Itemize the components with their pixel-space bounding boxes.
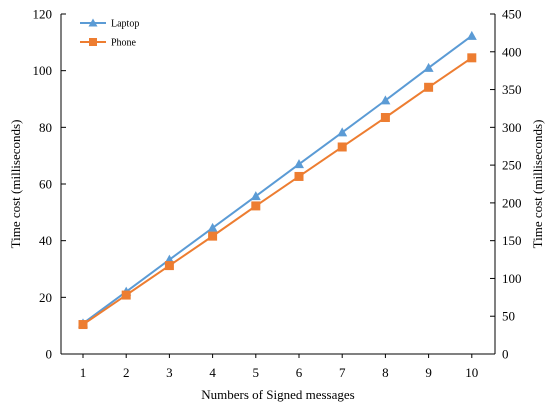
x-tick-label: 1 — [80, 365, 87, 380]
data-point-phone — [121, 290, 131, 300]
data-point-phone — [78, 320, 88, 330]
legend-marker-phone — [89, 38, 97, 46]
data-point-laptop — [294, 159, 304, 169]
x-tick-label: 10 — [465, 365, 478, 380]
data-point-laptop — [466, 30, 477, 40]
left-y-ticks: 0 20 40 60 80 100 120 — [33, 7, 66, 362]
right-y-tick-label: 400 — [502, 44, 522, 59]
data-point-phone — [380, 113, 390, 123]
right-y-axis-title: Time cost (milliseconds) — [530, 120, 545, 249]
right-y-tick-label: 300 — [502, 120, 522, 135]
series-laptop — [78, 30, 477, 328]
series-line-phone — [82, 56, 473, 326]
legend-label-phone: Phone — [111, 38, 137, 49]
x-tick-label: 4 — [209, 365, 216, 380]
right-y-tick-label: 0 — [502, 347, 509, 362]
right-y-tick-label: 50 — [502, 309, 515, 324]
data-point-phone — [164, 261, 174, 271]
x-tick-label: 8 — [382, 365, 389, 380]
left-y-tick-label: 120 — [33, 7, 53, 22]
legend-item-phone: Phone — [80, 38, 137, 49]
left-y-tick-label: 100 — [33, 63, 53, 78]
left-y-tick-label: 0 — [46, 347, 53, 362]
data-point-laptop — [380, 95, 391, 105]
x-tick-label: 7 — [339, 365, 346, 380]
right-y-tick-label: 250 — [502, 158, 522, 173]
axes — [60, 14, 496, 355]
right-y-tick-label: 150 — [502, 233, 522, 248]
right-y-tick-label: 350 — [502, 82, 522, 97]
left-y-tick-label: 80 — [39, 120, 52, 135]
data-point-laptop — [207, 222, 218, 232]
left-y-tick-label: 20 — [39, 290, 52, 305]
x-tick-label: 3 — [166, 365, 173, 380]
right-y-tick-label: 200 — [502, 195, 522, 210]
right-y-tick-label: 100 — [502, 271, 522, 286]
left-y-tick-label: 40 — [39, 233, 52, 248]
right-y-tick-label: 450 — [502, 7, 522, 22]
x-tick-label: 6 — [296, 365, 303, 380]
x-ticks: 1 2 3 4 5 6 7 8 9 10 — [80, 354, 478, 380]
data-point-phone — [467, 53, 477, 63]
data-point-laptop — [250, 191, 261, 201]
legend: Laptop Phone — [80, 18, 139, 49]
legend-item-laptop: Laptop — [80, 18, 139, 30]
x-tick-label: 9 — [425, 365, 432, 380]
data-point-phone — [337, 142, 347, 152]
x-axis-title: Numbers of Signed messages — [201, 387, 354, 402]
data-point-laptop — [337, 127, 348, 137]
series-phone — [78, 53, 477, 330]
x-tick-label: 5 — [253, 365, 260, 380]
data-point-phone — [251, 201, 261, 211]
legend-marker-laptop — [88, 18, 98, 27]
legend-label-laptop: Laptop — [111, 19, 139, 30]
data-point-phone — [424, 82, 434, 92]
series-line-laptop — [82, 35, 473, 325]
series-layer — [78, 30, 477, 330]
left-y-tick-label: 60 — [39, 177, 52, 192]
left-y-axis-title: Time cost (milliseconds) — [8, 120, 23, 249]
right-y-ticks: 0 50 100 150 200 250 300 350 400 450 — [490, 7, 522, 362]
data-point-phone — [294, 171, 304, 181]
x-tick-label: 2 — [123, 365, 130, 380]
data-point-laptop — [423, 62, 434, 72]
data-point-phone — [208, 231, 218, 241]
